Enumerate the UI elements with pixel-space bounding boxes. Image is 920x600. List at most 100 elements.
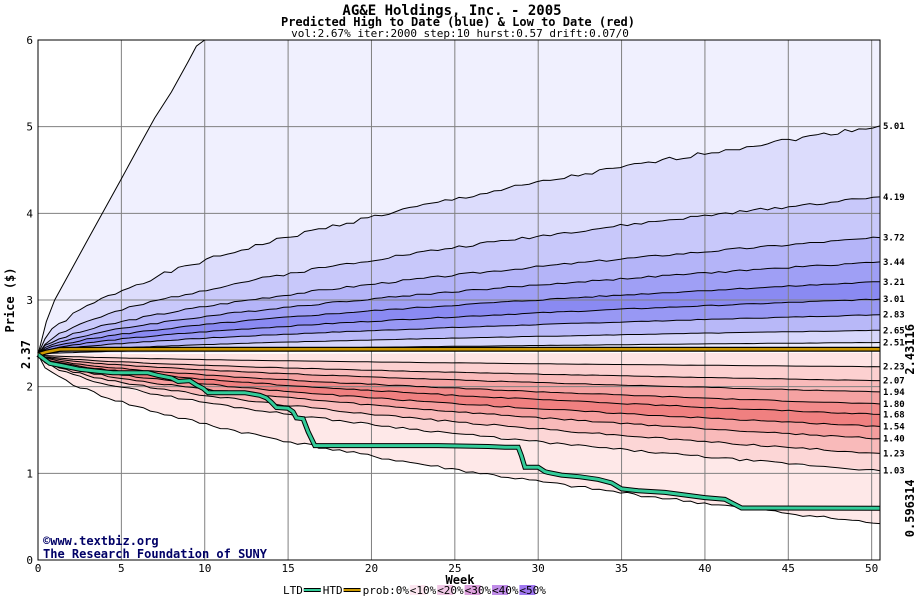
x-tick-label: 30 [532, 562, 545, 575]
legend-prob-label: prob:0% [363, 584, 410, 597]
legend-prob-label: <30% [465, 584, 492, 597]
legend-prob-swatch [409, 585, 426, 595]
high-band-contour [37, 125, 881, 355]
y-axis-label: Price ($) [3, 267, 17, 332]
low-band-region [38, 354, 880, 471]
high-band-contour [37, 329, 880, 356]
x-tick-label: 0 [35, 562, 42, 575]
high-band-end-label: 3.01 [883, 295, 905, 305]
low-band-region [38, 354, 880, 524]
plot-border [37, 39, 881, 561]
y-tick-label: 0 [26, 554, 33, 567]
legend-prob-label: <20% [437, 584, 464, 597]
low-band-contour [37, 354, 881, 368]
chart-params: vol:2.67% iter:2000 step:10 hurst:0.57 d… [291, 27, 629, 40]
legend: LTD HTD prob:0% <10% <20% <30% <40% <50% [283, 584, 546, 597]
low-band-contour [37, 354, 881, 472]
y-axis-ticks: 0 1 2 3 4 5 6 [26, 34, 33, 567]
high-band-contour [37, 196, 881, 355]
high-band-contour [37, 261, 881, 355]
y-tick-label: 4 [26, 207, 33, 220]
y-tick-label: 2 [26, 381, 33, 394]
high-band-contour [37, 298, 881, 356]
high-band-contour [37, 281, 880, 355]
low-band-end-label: 2.07 [883, 377, 905, 387]
y-tick-label: 3 [26, 294, 33, 307]
high-band-end-label: 2.65 [883, 326, 905, 336]
low-band-end-label: 2.23 [883, 363, 905, 373]
low-band-region [38, 354, 880, 427]
high-band-region [38, 299, 880, 355]
high-band-region [38, 314, 880, 355]
chart-subtitle: Predicted High to Date (blue) & Low to D… [281, 15, 635, 29]
x-axis-label: Week [446, 573, 476, 587]
ltd-current-value: 0.596314 [903, 479, 917, 537]
low-band-region [38, 354, 880, 404]
high-band-end-label: 5.01 [883, 122, 905, 132]
high-band-end-label: 3.21 [883, 278, 905, 288]
legend-prob-label: <50% [519, 584, 546, 597]
x-axis-ticks: 0 5 10 15 20 25 30 35 40 45 50 [35, 562, 879, 575]
legend-prob-swatch [464, 585, 481, 595]
x-tick-label: 20 [365, 562, 378, 575]
low-band-end-label: 1.80 [883, 400, 905, 410]
high-band-end-label: 2.51 [883, 338, 905, 348]
legend-htd-label: HTD [323, 584, 343, 597]
low-band-contour [37, 354, 880, 382]
y-tick-label: 6 [26, 34, 33, 47]
x-tick-label: 15 [281, 562, 294, 575]
x-tick-label: 45 [782, 562, 795, 575]
plot-frame [37, 39, 881, 561]
htd-current-value: 2.43116 [903, 324, 917, 375]
x-tick-label: 40 [698, 562, 711, 575]
band-end-labels: 5.01 4.19 3.72 3.44 3.21 3.01 2.83 2.65 2.51 2.23… [883, 122, 905, 477]
legend-prob-label: <40% [492, 584, 519, 597]
high-band-contour [37, 236, 881, 355]
high-band-end-label: 4.19 [883, 193, 905, 203]
low-band-contour [37, 354, 881, 415]
low-band-region [38, 354, 880, 381]
y-tick-label: 1 [26, 467, 33, 480]
chart-title: AG&E Holdings, Inc. - 2005 [342, 3, 561, 19]
credit-org: The Research Foundation of SUNY [43, 547, 268, 561]
low-band-end-label: 1.03 [883, 467, 905, 477]
high-band-region [38, 196, 880, 355]
outer-high-contour [37, 39, 205, 355]
x-tick-label: 50 [865, 562, 878, 575]
low-band-region [38, 354, 880, 439]
legend-prob-label: <10% [410, 584, 437, 597]
low-band-end-label: 1.40 [883, 435, 905, 445]
low-band-contour [37, 354, 881, 405]
high-band-end-label: 3.44 [883, 258, 905, 268]
low-band-region [38, 354, 880, 392]
low-band-end-label: 1.68 [883, 410, 905, 420]
low-band-end-label: 1.23 [883, 449, 905, 459]
high-band-contour [37, 314, 881, 356]
high-band-end-label: 3.72 [883, 234, 905, 244]
ltd-line [37, 353, 881, 510]
low-band-contour [37, 354, 881, 454]
y-tick-label: 5 [26, 121, 33, 134]
low-band-end-label: 1.94 [883, 388, 905, 398]
start-price-label: 2.37 [19, 340, 33, 369]
price-series [36, 346, 881, 511]
high-band-region [38, 237, 880, 355]
x-tick-label: 5 [118, 562, 125, 575]
low-band-region [38, 354, 880, 454]
legend-prob-swatch [492, 585, 508, 595]
legend-ltd-label: LTD [283, 584, 303, 597]
x-tick-label: 35 [615, 562, 628, 575]
low-band-contour [37, 354, 881, 393]
low-band-end-label: 1.54 [883, 423, 905, 433]
high-band-region [38, 125, 880, 355]
low-band-contour [37, 354, 881, 440]
high-band-end-label: 2.83 [883, 311, 905, 321]
low-band-region [38, 352, 880, 367]
legend-prob-swatch [519, 585, 536, 595]
x-tick-label: 25 [448, 562, 461, 575]
htd-line [37, 348, 880, 356]
high-band-region [38, 261, 880, 355]
x-tick-label: 10 [198, 562, 211, 575]
legend-prob-swatch [437, 585, 454, 595]
